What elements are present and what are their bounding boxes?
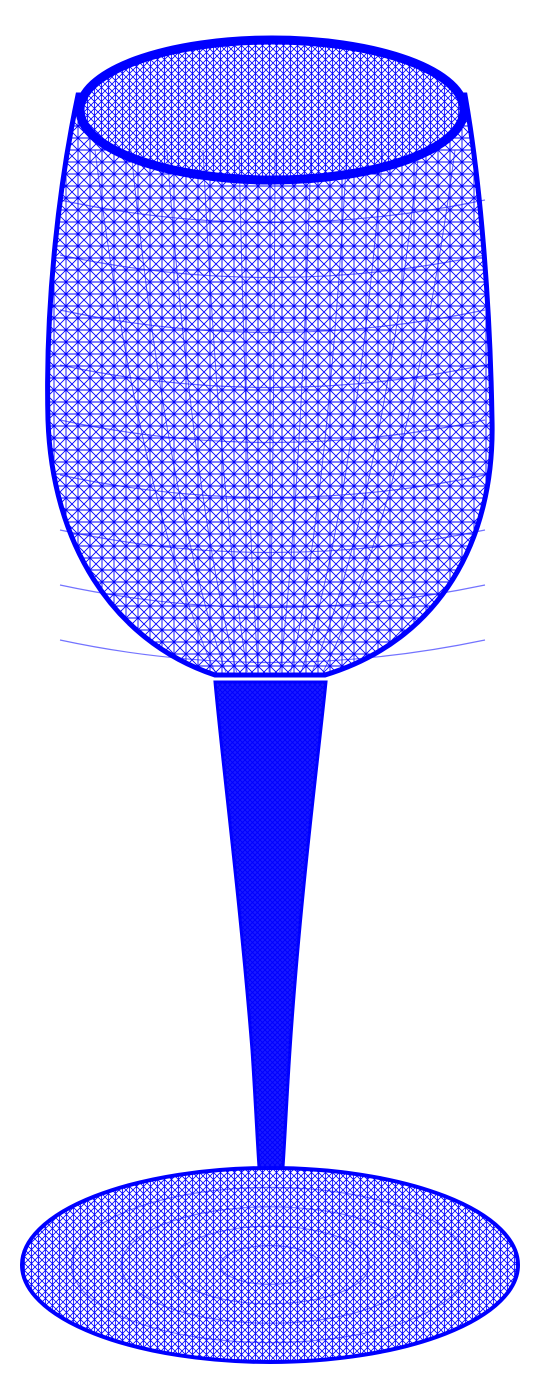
base <box>22 1168 518 1362</box>
rim <box>80 40 464 180</box>
stem <box>215 682 326 1180</box>
